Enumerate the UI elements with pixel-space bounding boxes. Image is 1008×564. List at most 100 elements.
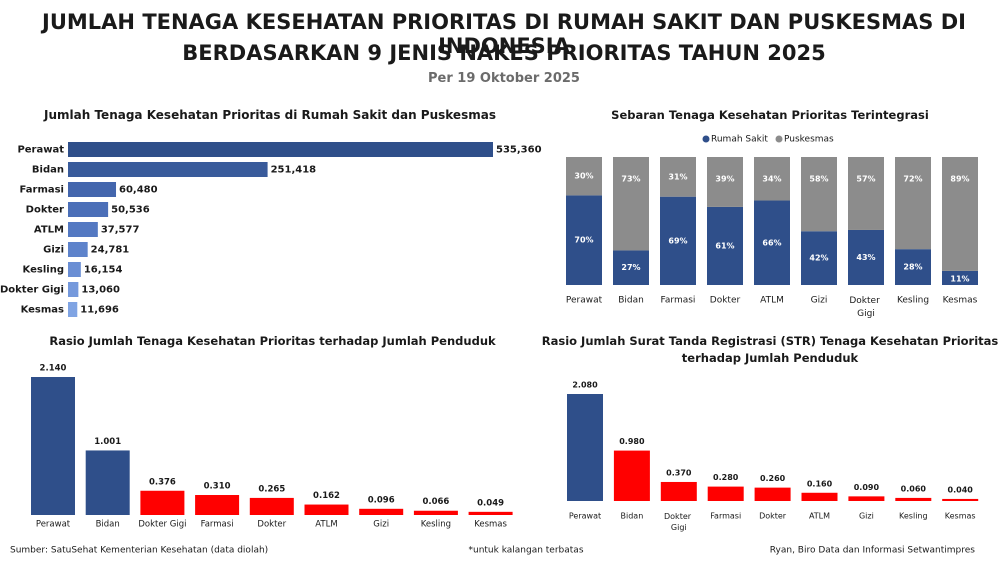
y-tick-label: ATLM bbox=[34, 225, 64, 236]
bar-segment bbox=[848, 229, 884, 285]
y-tick-label: Gizi bbox=[43, 245, 64, 256]
bar-segment bbox=[754, 157, 790, 201]
chart-title: Jumlah Tenaga Kesehatan Prioritas di Rum… bbox=[44, 108, 496, 122]
data-label: 11% bbox=[950, 275, 969, 284]
x-tick-label: Kesling bbox=[897, 296, 929, 306]
bar bbox=[848, 496, 885, 501]
bar-segment bbox=[754, 200, 790, 285]
footer-note: *untuk kalangan terbatas bbox=[468, 546, 583, 556]
footer-source: Sumber: SatuSehat Kementerian Kesehatan … bbox=[10, 546, 268, 556]
bar-segment bbox=[660, 157, 696, 197]
x-tick-label: ATLM bbox=[315, 520, 337, 530]
data-label: 70% bbox=[574, 236, 593, 245]
data-label: 0.265 bbox=[258, 484, 285, 494]
data-label: 0.310 bbox=[204, 482, 231, 492]
data-label: 34% bbox=[762, 174, 781, 183]
main-title: BERDASARKAN 9 JENIS NAKES PRIORITAS TAHU… bbox=[182, 41, 826, 65]
data-label: 2.080 bbox=[572, 381, 598, 390]
bar bbox=[942, 498, 979, 501]
data-label: 1.001 bbox=[94, 437, 121, 447]
bar-segment bbox=[942, 270, 978, 285]
bar bbox=[85, 450, 130, 515]
data-label: 89% bbox=[950, 175, 969, 184]
data-label: 0.160 bbox=[807, 479, 833, 488]
bar bbox=[68, 182, 117, 197]
data-label: 0.376 bbox=[149, 477, 176, 487]
x-tick-label: Dokter bbox=[710, 296, 741, 306]
bar-segment bbox=[707, 206, 743, 285]
x-tick-label: Bidan bbox=[621, 512, 644, 521]
bar bbox=[195, 495, 240, 515]
y-tick-label: Farmasi bbox=[20, 185, 64, 196]
data-label: 50,536 bbox=[111, 205, 150, 216]
x-tick-label: Kesmas bbox=[474, 520, 507, 530]
bar bbox=[249, 497, 294, 515]
bar-segment bbox=[613, 157, 649, 251]
bar bbox=[660, 481, 697, 501]
data-label: 28% bbox=[903, 263, 922, 272]
bar bbox=[68, 242, 88, 257]
data-label: 66% bbox=[762, 238, 781, 247]
main-title: JUMLAH TENAGA KESEHATAN PRIORITAS DI RUM… bbox=[42, 10, 966, 58]
data-label: 30% bbox=[574, 172, 593, 181]
x-tick-label: Kesmas bbox=[945, 512, 976, 521]
bar-segment bbox=[566, 157, 602, 196]
bar bbox=[68, 202, 109, 217]
x-tick-label: Kesmas bbox=[943, 296, 978, 306]
data-label: 31% bbox=[668, 172, 687, 181]
x-tick-label: Dokter Gigi bbox=[138, 520, 186, 530]
bar bbox=[68, 262, 81, 277]
bar bbox=[304, 504, 349, 515]
bar-segment bbox=[566, 195, 602, 285]
data-label: 13,060 bbox=[81, 285, 120, 296]
bar bbox=[31, 377, 75, 515]
bar-segment bbox=[895, 157, 931, 250]
bar bbox=[140, 490, 185, 515]
x-tick-label: Kesling bbox=[899, 512, 928, 521]
bar bbox=[707, 486, 744, 501]
x-tick-label: Gizi bbox=[373, 520, 389, 530]
y-tick-label: Dokter bbox=[26, 205, 64, 216]
x-tick-label: Farmasi bbox=[661, 296, 696, 306]
bar bbox=[801, 492, 838, 501]
data-label: 0.060 bbox=[901, 484, 927, 493]
data-label: 57% bbox=[856, 175, 875, 184]
legend-marker bbox=[775, 135, 783, 143]
data-label: 0.260 bbox=[760, 474, 786, 483]
x-tick-label: Gizi bbox=[859, 512, 874, 521]
x-tick-label: Bidan bbox=[96, 520, 120, 530]
y-tick-label: Kesmas bbox=[21, 305, 64, 316]
bar bbox=[68, 142, 493, 157]
data-label: 0.370 bbox=[666, 468, 692, 477]
bar-segment bbox=[660, 196, 696, 285]
bar bbox=[68, 162, 268, 177]
bar bbox=[567, 394, 603, 501]
data-label: 0.066 bbox=[422, 497, 449, 507]
data-label: 39% bbox=[715, 175, 734, 184]
x-tick-label: Perawat bbox=[36, 520, 71, 530]
subtitle: Per 19 Oktober 2025 bbox=[428, 71, 580, 86]
x-tick-label: Dokter Gigi bbox=[664, 512, 694, 532]
data-label: 42% bbox=[809, 254, 828, 263]
chart-title: Rasio Jumlah Surat Tanda Registrasi (STR… bbox=[541, 334, 999, 365]
x-tick-label: Perawat bbox=[566, 296, 603, 306]
x-tick-label: Perawat bbox=[569, 512, 601, 521]
x-tick-label: Dokter Gigi bbox=[849, 296, 882, 319]
footer-credit: Ryan, Biro Data dan Informasi Setwantimp… bbox=[770, 546, 976, 556]
y-tick-label: Bidan bbox=[32, 165, 64, 176]
data-label: 73% bbox=[621, 175, 640, 184]
data-label: 0.162 bbox=[313, 491, 340, 501]
chart-title: Rasio Jumlah Tenaga Kesehatan Prioritas … bbox=[49, 334, 496, 348]
bar bbox=[68, 282, 79, 297]
data-label: 43% bbox=[856, 253, 875, 262]
x-tick-label: ATLM bbox=[809, 512, 830, 521]
data-label: 11,696 bbox=[80, 305, 119, 316]
data-label: 0.980 bbox=[619, 437, 645, 446]
data-label: 58% bbox=[809, 175, 828, 184]
y-tick-label: Kesling bbox=[23, 265, 64, 276]
data-label: 61% bbox=[715, 241, 734, 250]
bar-segment bbox=[895, 249, 931, 285]
data-label: 16,154 bbox=[84, 265, 123, 276]
